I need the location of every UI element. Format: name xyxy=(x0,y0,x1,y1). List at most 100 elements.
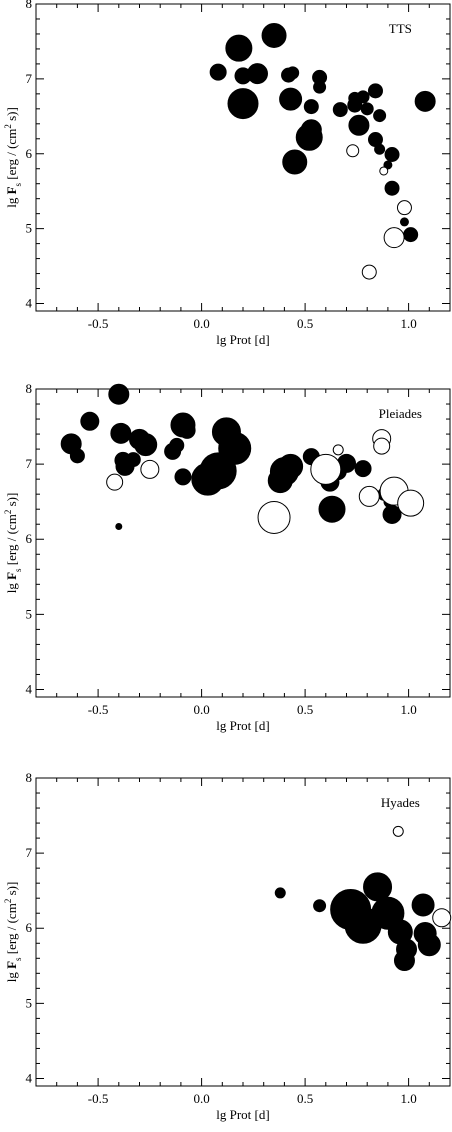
y-tick-label: 6 xyxy=(26,531,33,546)
panel-title: Hyades xyxy=(381,795,420,810)
data-point-filled xyxy=(115,522,123,530)
y-axis-label-unit-close: s)] xyxy=(4,882,19,899)
x-tick-label: -0.5 xyxy=(88,316,109,331)
data-point-filled xyxy=(295,123,323,151)
y-tick-label: 8 xyxy=(26,0,33,11)
data-point-open xyxy=(310,453,342,485)
data-point-open xyxy=(383,227,405,249)
data-point-open xyxy=(358,485,380,507)
data-point-filled xyxy=(313,899,327,913)
y-axis-label: lg Fs [erg / (cm2 s)] xyxy=(3,493,23,594)
y-axis-label-prefix: lg xyxy=(4,580,19,593)
data-point-filled xyxy=(209,63,227,81)
data-point-open xyxy=(392,825,404,837)
y-tick-label: 7 xyxy=(26,845,33,860)
panel-title: Pleiades xyxy=(379,406,422,421)
data-point-filled xyxy=(384,180,400,196)
data-point-filled xyxy=(363,872,393,902)
data-point-open xyxy=(257,500,291,534)
data-point-filled xyxy=(134,433,158,457)
panel-tts: -0.5 0.0 0.5 1.0 4 5 6 7 8 lg Prot [d] lg Fs [erg … xyxy=(3,0,451,347)
y-tick-label: 4 xyxy=(26,1070,33,1085)
y-axis-label-sup: 2 xyxy=(3,510,13,515)
data-point-filled xyxy=(278,453,304,479)
y-axis-label-main: F xyxy=(4,572,19,580)
y-tick-label: 5 xyxy=(26,995,33,1010)
data-point-filled xyxy=(313,80,327,94)
x-tick-label: 0.5 xyxy=(297,316,313,331)
data-point-filled xyxy=(348,114,370,136)
panel-pleiades: -0.5 0.0 0.5 1.0 4 5 6 7 8 lg Prot [d] lg Fs [erg … xyxy=(3,381,451,733)
x-tick-label: -0.5 xyxy=(88,702,109,717)
x-tick-label: 1.0 xyxy=(400,702,416,717)
data-point-filled xyxy=(178,421,196,439)
data-point-open xyxy=(106,473,124,491)
data-point-filled xyxy=(174,468,192,486)
data-point-filled xyxy=(374,143,386,155)
data-point-open xyxy=(140,459,160,479)
data-point-filled xyxy=(303,99,319,115)
data-point-open xyxy=(332,444,344,456)
y-axis-label-sub: s xyxy=(13,568,23,572)
x-axis-label: lg Prot [d] xyxy=(216,718,269,733)
y-axis-label-main: F xyxy=(4,186,19,194)
x-tick-label: 1.0 xyxy=(400,1091,416,1106)
y-axis-label-unit-open: [erg / (cm xyxy=(4,514,19,568)
panel-hyades: -0.5 0.0 0.5 1.0 4 5 6 7 8 lg Prot [d] lg Fs [erg … xyxy=(3,770,452,1122)
panel-title: TTS xyxy=(389,21,412,36)
y-tick-label: 7 xyxy=(26,71,33,86)
data-point-open xyxy=(379,166,389,176)
y-axis-label-sub: s xyxy=(13,182,23,186)
y-axis-label-prefix: lg xyxy=(4,969,19,982)
data-point-filled xyxy=(373,109,387,123)
data-point-filled xyxy=(80,411,100,431)
y-axis-label: lg Fs [erg / (cm2 s)] xyxy=(3,882,23,983)
y-tick-label: 4 xyxy=(26,681,33,696)
data-point-open xyxy=(397,489,425,517)
data-point-filled xyxy=(347,97,363,113)
data-point-open xyxy=(396,200,412,216)
data-point-filled xyxy=(393,950,415,972)
y-tick-label: 5 xyxy=(26,606,33,621)
data-point-filled xyxy=(69,448,85,464)
data-point-filled xyxy=(108,383,130,405)
data-point-filled xyxy=(360,102,374,116)
y-tick-label: 7 xyxy=(26,456,33,471)
data-point-filled xyxy=(399,217,409,227)
data-point-filled xyxy=(246,63,268,85)
y-tick-label: 6 xyxy=(26,146,33,161)
data-point-filled xyxy=(383,160,393,170)
x-tick-label: -0.5 xyxy=(88,1091,109,1106)
data-point-open xyxy=(346,144,360,158)
data-point-filled xyxy=(279,87,303,111)
data-point-filled xyxy=(218,431,252,465)
x-axis-label: lg Prot [d] xyxy=(216,332,269,347)
data-point-filled xyxy=(282,149,308,175)
data-point-filled xyxy=(286,66,300,80)
x-tick-label: 0.5 xyxy=(297,702,313,717)
data-point-filled xyxy=(110,422,132,444)
y-tick-label: 8 xyxy=(26,770,33,785)
data-point-filled xyxy=(356,90,370,104)
y-axis-label-sup: 2 xyxy=(3,899,13,904)
y-axis-label-sup: 2 xyxy=(3,124,13,129)
data-point-open xyxy=(373,437,391,455)
y-tick-label: 8 xyxy=(26,381,33,396)
y-axis-label-unit-open: [erg / (cm xyxy=(4,903,19,957)
data-point-filled xyxy=(367,83,383,99)
y-axis-label-unit-close: s)] xyxy=(4,493,19,510)
data-point-filled xyxy=(169,437,185,453)
x-tick-label: 0.0 xyxy=(193,1091,209,1106)
data-point-filled xyxy=(227,88,259,120)
data-point-filled xyxy=(411,893,435,917)
data-point-filled xyxy=(417,933,441,957)
x-axis-label: lg Prot [d] xyxy=(216,1107,269,1122)
data-point-filled xyxy=(354,460,372,478)
y-axis-label-main: F xyxy=(4,961,19,969)
x-tick-label: 0.0 xyxy=(193,316,209,331)
y-tick-label: 6 xyxy=(26,920,33,935)
data-point-filled xyxy=(261,22,287,48)
x-tick-label: 0.0 xyxy=(193,702,209,717)
data-point-open xyxy=(361,264,377,280)
